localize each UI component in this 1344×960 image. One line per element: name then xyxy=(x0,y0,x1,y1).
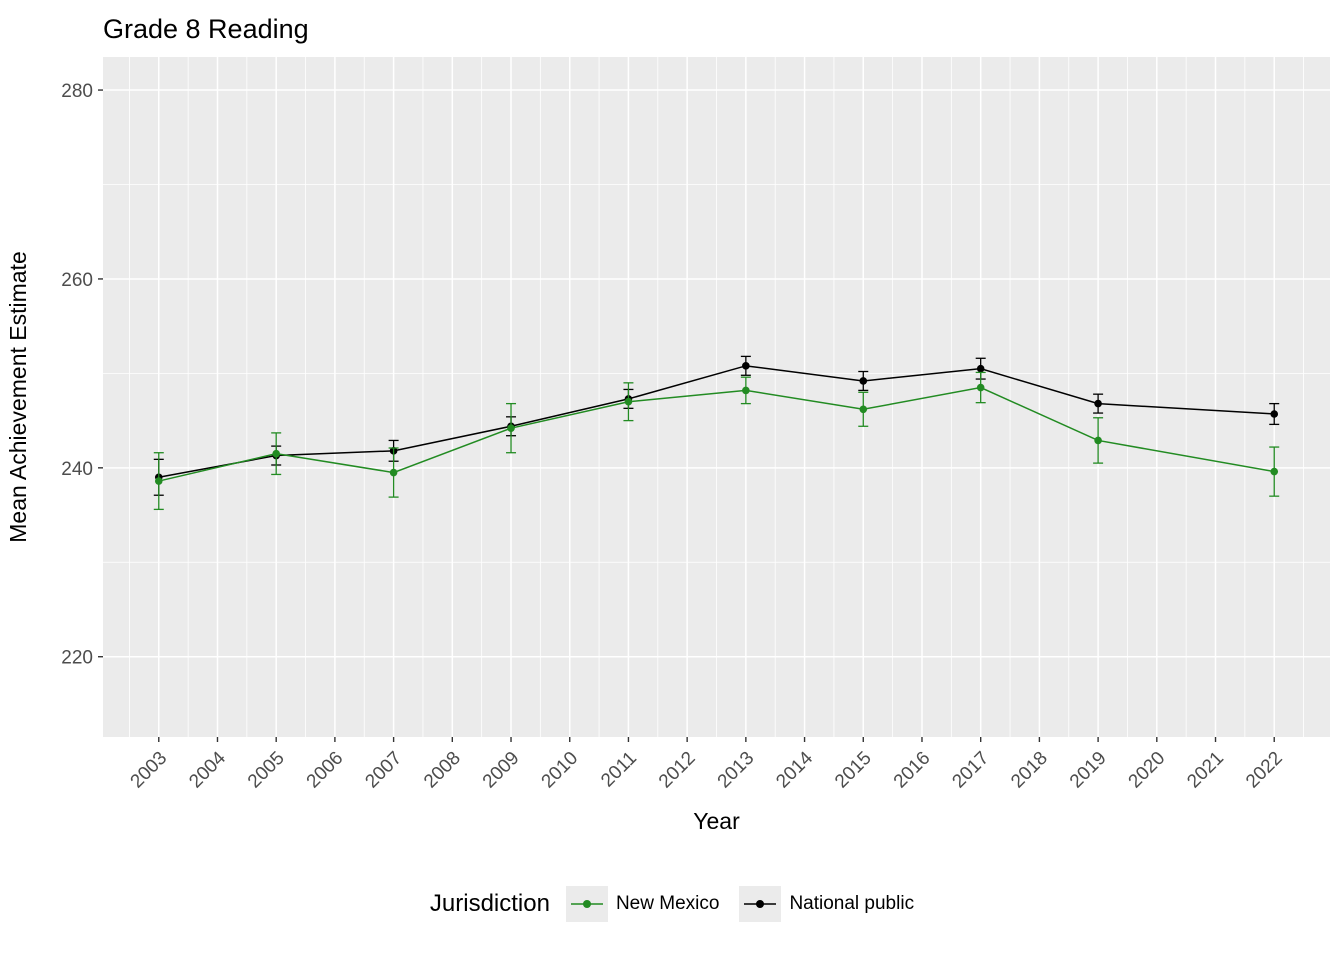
legend-items: New Mexico National public xyxy=(565,886,914,922)
data-point-new-mexico xyxy=(742,386,750,395)
x-tick-label: 2014 xyxy=(772,747,817,792)
y-tick-label: 280 xyxy=(61,81,93,102)
x-tick-label: 2004 xyxy=(185,747,230,792)
data-point-new-mexico xyxy=(389,468,398,477)
data-point-new-mexico xyxy=(976,383,985,392)
data-point-national-public xyxy=(1094,399,1102,408)
x-tick-label: 2007 xyxy=(361,748,406,793)
legend-key-icon xyxy=(739,886,782,922)
x-tick-label: 2008 xyxy=(420,748,465,793)
x-tick-label: 2011 xyxy=(597,748,641,792)
data-point-new-mexico xyxy=(624,397,633,406)
data-point-new-mexico xyxy=(154,477,163,485)
data-point-new-mexico xyxy=(1270,467,1279,476)
y-tick-label: 240 xyxy=(61,459,93,480)
x-tick-label: 2012 xyxy=(655,748,700,793)
x-tick-label: 2005 xyxy=(244,748,289,793)
data-point-new-mexico xyxy=(1094,436,1102,445)
data-point-new-mexico xyxy=(272,449,280,458)
legend: Jurisdiction New Mexico National public xyxy=(0,886,1344,922)
data-point-national-public xyxy=(976,364,985,373)
y-tick-label: 220 xyxy=(61,648,93,669)
x-tick-label: 2020 xyxy=(1125,748,1170,793)
x-tick-label: 2019 xyxy=(1066,748,1111,793)
series-line-national-public xyxy=(158,365,1275,479)
data-point-national-public xyxy=(859,377,868,385)
y-axis-title: Mean Achievement Estimate xyxy=(5,251,31,542)
x-tick-label: 2017 xyxy=(948,748,993,793)
x-tick-label: 2021 xyxy=(1183,748,1228,793)
legend-item-national-public: National public xyxy=(739,886,914,922)
y-tick-label: 260 xyxy=(61,270,93,291)
data-point-new-mexico xyxy=(859,405,868,414)
x-tick-label: 2015 xyxy=(831,748,876,793)
x-axis-title: Year xyxy=(693,808,740,834)
legend-label: National public xyxy=(789,893,915,914)
x-tick-label: 2006 xyxy=(303,748,348,793)
x-tick-label: 2009 xyxy=(479,748,524,793)
chart-title: Grade 8 Reading xyxy=(103,14,309,44)
chart-figure: Grade 8 Reading 220 240 260 280 2003 2004 2005… xyxy=(0,14,1344,922)
legend-item-new-mexico: New Mexico xyxy=(565,886,720,922)
legend-key-icon xyxy=(565,886,608,922)
legend-title: Jurisdiction xyxy=(429,890,550,917)
series-line-new-mexico xyxy=(158,386,1275,482)
x-tick-label: 2022 xyxy=(1242,748,1287,793)
line-chart-canvas: 220 240 260 280 2003 2004 2005 2006 2007 2008 2009… xyxy=(5,57,1330,834)
data-point-national-public xyxy=(1270,410,1279,418)
x-tick-label: 2003 xyxy=(127,748,172,793)
legend-label: New Mexico xyxy=(615,893,720,914)
data-point-new-mexico xyxy=(507,424,515,432)
data-point-national-public xyxy=(742,362,750,370)
x-tick-label: 2013 xyxy=(714,748,759,793)
x-tick-label: 2016 xyxy=(890,748,935,793)
x-tick-label: 2010 xyxy=(538,748,583,793)
x-tick-label: 2018 xyxy=(1007,748,1052,793)
